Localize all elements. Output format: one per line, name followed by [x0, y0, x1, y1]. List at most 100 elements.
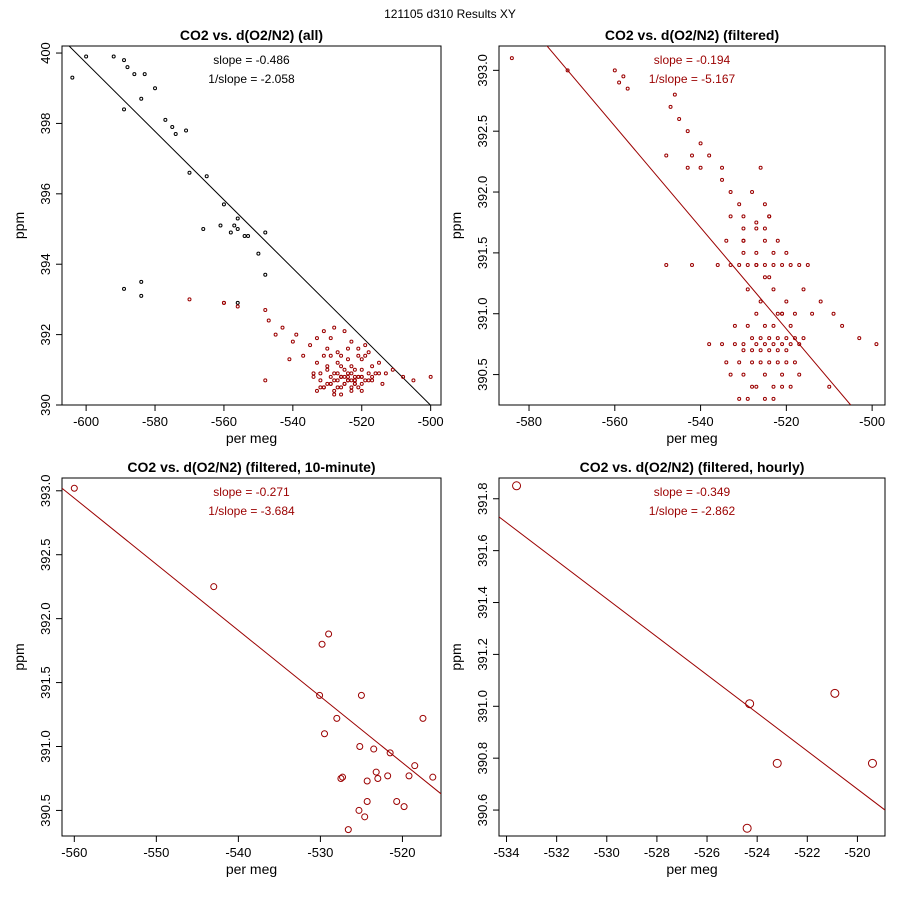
inverse-slope-annotation: 1/slope = -2.862 — [649, 504, 736, 518]
plot-area — [509, 46, 879, 405]
y-tick-label: 391.0 — [475, 297, 490, 330]
data-point — [784, 299, 789, 304]
figure-title: 121105 d310 Results XY — [384, 7, 516, 21]
data-point — [792, 311, 797, 316]
data-point — [349, 364, 354, 369]
data-point — [775, 360, 780, 365]
data-point — [762, 342, 767, 347]
y-tick-label: 390.6 — [475, 794, 490, 827]
y-axis-label: ppm — [448, 212, 464, 239]
data-point — [745, 287, 750, 292]
data-point — [715, 263, 720, 268]
data-point — [332, 325, 337, 330]
data-point — [720, 342, 725, 347]
y-axis-label: ppm — [448, 643, 464, 670]
data-point — [235, 300, 240, 305]
data-point — [741, 214, 746, 219]
data-point — [677, 117, 682, 122]
data-point — [311, 374, 316, 379]
data-point — [163, 117, 168, 122]
data-point — [750, 348, 755, 353]
data-point — [218, 223, 223, 228]
data-point — [780, 372, 785, 377]
y-tick-label: 400 — [38, 42, 53, 64]
data-point — [325, 381, 330, 386]
data-point — [758, 348, 763, 353]
data-point — [685, 165, 690, 170]
series-hourly — [512, 481, 877, 833]
data-point — [263, 230, 268, 235]
regression-line — [546, 46, 852, 405]
data-point — [235, 304, 240, 309]
data-point — [232, 223, 237, 228]
data-point — [366, 371, 371, 376]
x-axis-label: per meg — [226, 861, 277, 877]
data-point — [767, 214, 772, 219]
data-point — [728, 190, 733, 195]
data-point — [788, 342, 793, 347]
data-point — [342, 329, 347, 334]
data-point — [372, 768, 380, 776]
data-point — [332, 371, 337, 376]
plot-frame — [61, 477, 442, 837]
data-point — [664, 263, 669, 268]
data-point — [352, 367, 357, 372]
data-point — [70, 75, 75, 80]
data-point — [810, 311, 815, 316]
data-point — [153, 86, 158, 91]
x-tick-label: -520 — [389, 845, 415, 860]
y-tick-label: 392 — [38, 324, 53, 346]
y-tick-label: 391.2 — [475, 638, 490, 671]
data-point — [801, 336, 806, 341]
chart-title: CO2 vs. d(O2/N2) (filtered, hourly) — [580, 459, 805, 475]
data-point — [792, 336, 797, 341]
data-point — [228, 230, 233, 235]
data-point — [370, 374, 375, 379]
x-tick-label: -522 — [794, 845, 820, 860]
data-point — [720, 177, 725, 182]
data-point — [359, 381, 364, 386]
data-point — [390, 367, 395, 372]
data-point — [356, 346, 361, 351]
data-point — [818, 299, 823, 304]
x-tick-label: -532 — [544, 845, 570, 860]
data-point — [325, 364, 330, 369]
data-point — [780, 342, 785, 347]
data-point — [754, 263, 759, 268]
data-point — [173, 131, 178, 136]
data-point — [333, 714, 341, 722]
data-point — [411, 762, 419, 770]
data-point — [349, 378, 354, 383]
data-point — [352, 374, 357, 379]
series-filtered — [509, 56, 879, 401]
data-point — [370, 745, 378, 753]
data-point — [263, 272, 268, 277]
data-point — [359, 388, 364, 393]
x-tick-label: -560 — [602, 414, 628, 429]
data-point — [321, 353, 326, 358]
data-point — [707, 153, 712, 158]
data-point — [139, 293, 144, 298]
data-point — [762, 263, 767, 268]
y-tick-label: 391.5 — [38, 666, 53, 699]
x-tick-label: -530 — [307, 845, 333, 860]
data-point — [840, 323, 845, 328]
chart-panel-1: CO2 vs. d(O2/N2) (all) -600 -580 -560 -540 -5… — [11, 27, 444, 446]
data-point — [792, 360, 797, 365]
data-point — [741, 226, 746, 231]
data-point — [187, 297, 192, 302]
y-tick-label: 390 — [38, 394, 53, 416]
data-point — [122, 107, 127, 112]
x-tick-label: -560 — [61, 845, 87, 860]
data-point — [428, 374, 433, 379]
data-point — [321, 385, 326, 390]
data-point — [356, 743, 364, 750]
data-point — [325, 346, 330, 351]
data-point — [359, 367, 364, 372]
data-point — [762, 202, 767, 207]
data-point — [741, 250, 746, 255]
data-point — [342, 381, 347, 386]
data-point — [328, 336, 333, 341]
x-tick-label: -520 — [773, 414, 799, 429]
